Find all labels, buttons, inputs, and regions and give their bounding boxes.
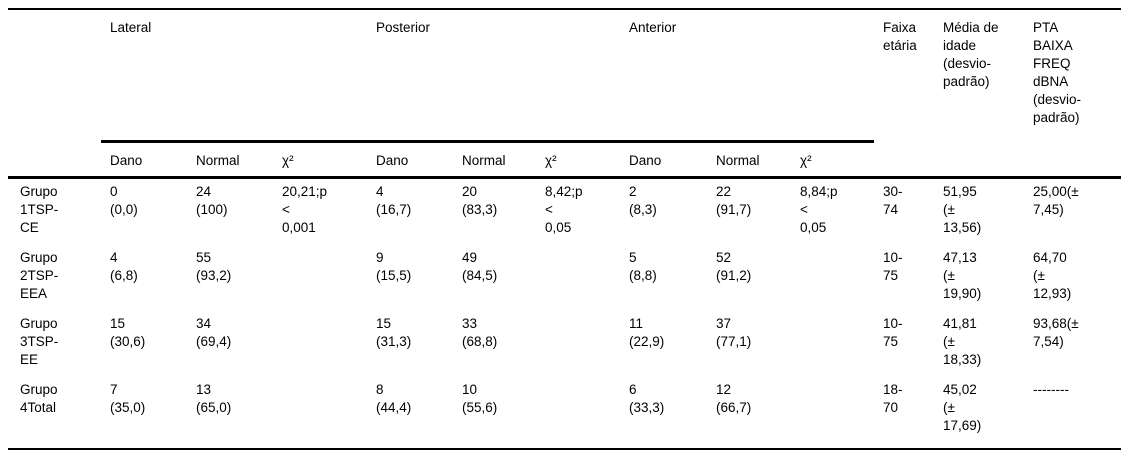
group-header-row: Lateral Posterior Anterior Faixa etária … [8, 9, 1121, 179]
subheader-anterior-dano: Dano [620, 141, 707, 179]
subheader-lateral-normal: Normal [187, 141, 273, 179]
cell-posterior-dano: 8 (44,4) [376, 381, 412, 415]
table-row-grupo-4-total: Grupo 4Total 7 (35,0) 13 (65,0) 8 (44,4)… [8, 377, 1121, 449]
table-header: Lateral Posterior Anterior Faixa etária … [8, 9, 1121, 179]
cell-pta: -------- [1033, 381, 1069, 397]
corner-cell [8, 9, 101, 179]
cell-faixa-etaria: 30- 74 [883, 183, 903, 217]
row-label: Grupo 2TSP- EEA [20, 249, 59, 301]
cell-media-idade: 41,81 (± 18,33) [943, 315, 982, 367]
cell-posterior-normal: 10 (55,6) [462, 381, 498, 415]
cell-faixa-etaria: 10- 75 [883, 249, 903, 283]
cell-posterior-normal: 20 (83,3) [462, 183, 498, 217]
cell-lateral-normal: 55 (93,2) [196, 249, 232, 283]
statistics-table: Lateral Posterior Anterior Faixa etária … [8, 8, 1121, 450]
subheader-posterior-chi2: χ² [536, 141, 620, 179]
header-anterior: Anterior [620, 9, 874, 143]
table-row-grupo-2: Grupo 2TSP- EEA 4 (6,8) 55 (93,2) 9 (15,… [8, 245, 1121, 311]
cell-lateral-dano: 15 (30,6) [110, 315, 146, 349]
cell-lateral-normal: 34 (69,4) [196, 315, 232, 349]
cell-anterior-normal: 12 (66,7) [716, 381, 752, 415]
table-body: Grupo 1TSP- CE 0 (0,0) 24 (100) 20,21;p … [8, 177, 1121, 449]
cell-media-idade: 47,13 (± 19,90) [943, 249, 982, 301]
header-media-idade: Média de idade (desvio- padrão) [934, 9, 1024, 179]
subheader-posterior-dano: Dano [367, 141, 453, 179]
table-row-grupo-1: Grupo 1TSP- CE 0 (0,0) 24 (100) 20,21;p … [8, 177, 1121, 245]
cell-posterior-chi2 [536, 311, 620, 377]
cell-anterior-dano: 6 (33,3) [629, 381, 665, 415]
cell-posterior-normal: 49 (84,5) [462, 249, 498, 283]
cell-posterior-chi2 [536, 245, 620, 311]
subheader-anterior-chi2: χ² [791, 141, 874, 179]
header-faixa-etaria: Faixa etária [874, 9, 934, 179]
cell-media-idade: 45,02 (± 17,69) [943, 381, 982, 433]
row-label: Grupo 1TSP- CE [20, 183, 59, 235]
cell-pta: 64,70 (± 12,93) [1033, 249, 1072, 301]
header-pta-baixa-freq: PTA BAIXA FREQ dBNA (desvio- padrão) [1024, 9, 1121, 179]
cell-posterior-chi2: 8,42;p < 0,05 [545, 183, 583, 235]
cell-pta: 25,00(± 7,45) [1033, 183, 1079, 217]
cell-anterior-chi2 [791, 311, 874, 377]
cell-anterior-chi2: 8,84;p < 0,05 [800, 183, 838, 235]
cell-lateral-normal: 24 (100) [196, 183, 228, 217]
cell-posterior-dano: 4 (16,7) [376, 183, 412, 217]
header-posterior: Posterior [367, 9, 620, 143]
subheader-posterior-normal: Normal [453, 141, 536, 179]
cell-lateral-chi2 [273, 311, 367, 377]
cell-faixa-etaria: 18- 70 [883, 381, 903, 415]
cell-anterior-dano: 5 (8,8) [629, 249, 657, 283]
cell-posterior-normal: 33 (68,8) [462, 315, 498, 349]
cell-pta: 93,68(± 7,54) [1033, 315, 1079, 349]
header-lateral: Lateral [101, 9, 367, 143]
row-label: Grupo 4Total [20, 381, 58, 415]
cell-anterior-dano: 11 (22,9) [629, 315, 665, 349]
cell-anterior-dano: 2 (8,3) [629, 183, 657, 217]
sub-header-row: Dano Normal χ² Dano Normal χ² Dano Norma… [8, 141, 1121, 179]
table-row-grupo-3: Grupo 3TSP- EE 15 (30,6) 34 (69,4) 15 (3… [8, 311, 1121, 377]
cell-anterior-normal: 22 (91,7) [716, 183, 752, 217]
cell-media-idade: 51,95 (± 13,56) [943, 183, 982, 235]
cell-anterior-normal: 52 (91,2) [716, 249, 752, 283]
cell-lateral-normal: 13 (65,0) [196, 381, 232, 415]
subheader-anterior-normal: Normal [707, 141, 791, 179]
cell-lateral-dano: 0 (0,0) [110, 183, 138, 217]
subheader-lateral-chi2: χ² [273, 141, 367, 179]
cell-lateral-dano: 4 (6,8) [110, 249, 138, 283]
cell-posterior-chi2 [536, 377, 620, 449]
row-label: Grupo 3TSP- EE [20, 315, 59, 367]
cell-lateral-dano: 7 (35,0) [110, 381, 146, 415]
cell-faixa-etaria: 10- 75 [883, 315, 903, 349]
subheader-lateral-dano: Dano [101, 141, 187, 179]
cell-lateral-chi2 [273, 245, 367, 311]
cell-anterior-chi2 [791, 377, 874, 449]
cell-anterior-chi2 [791, 245, 874, 311]
cell-lateral-chi2 [273, 377, 367, 449]
cell-posterior-dano: 9 (15,5) [376, 249, 412, 283]
cell-anterior-normal: 37 (77,1) [716, 315, 752, 349]
cell-posterior-dano: 15 (31,3) [376, 315, 412, 349]
cell-lateral-chi2: 20,21;p < 0,001 [282, 183, 328, 235]
